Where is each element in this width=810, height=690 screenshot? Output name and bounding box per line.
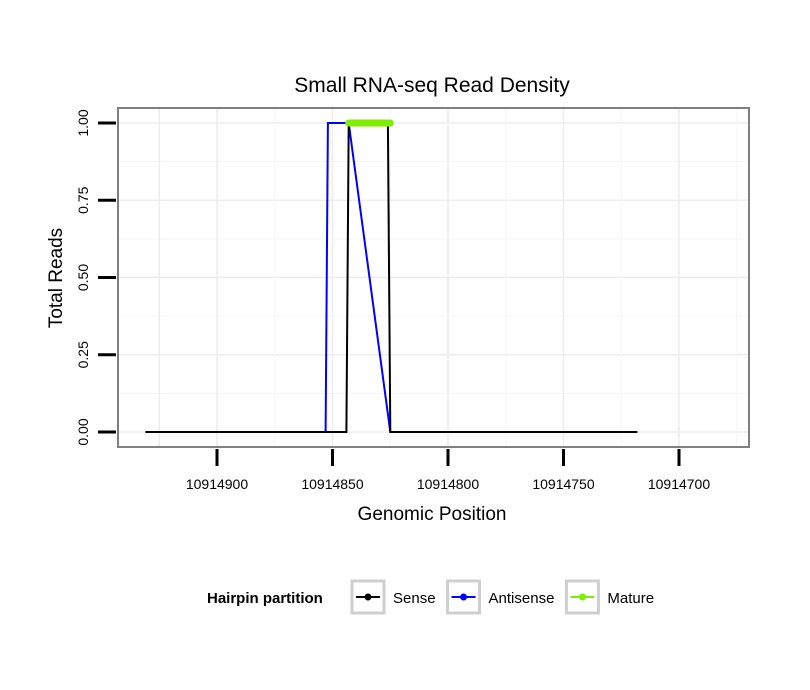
y-axis: 0.00 0.25 0.50 0.75 1.00 (75, 109, 116, 446)
y-tick-label: 0.25 (75, 341, 91, 368)
x-tick-label: 10914800 (417, 476, 480, 492)
y-tick-label: 0.00 (75, 418, 91, 445)
x-tick-label: 10914850 (301, 476, 364, 492)
x-tick-label: 10914750 (532, 476, 595, 492)
gridlines (118, 108, 749, 447)
chart-title: Small RNA-seq Read Density (294, 74, 570, 97)
series-antisense-line (324, 122, 392, 433)
legend-label-mature: Mature (607, 590, 654, 607)
plot-panel (117, 107, 750, 448)
legend-key-point (460, 593, 468, 601)
x-axis: 10914900 10914850 10914800 10914750 10914700 (186, 449, 711, 492)
x-tick-label: 10914700 (648, 476, 711, 492)
y-axis-label: Total Reads (46, 228, 67, 328)
x-tick-label: 10914900 (186, 476, 249, 492)
y-tick-label: 0.75 (75, 186, 91, 213)
y-tick-label: 1.00 (75, 109, 91, 136)
legend-label-sense: Sense (393, 590, 436, 607)
legend-key-point (364, 593, 372, 601)
legend-label-antisense: Antisense (489, 590, 555, 607)
legend: Hairpin partition Sense Antisense Mature (207, 579, 654, 615)
legend-title: Hairpin partition (207, 590, 323, 607)
legend-key-point (578, 593, 586, 601)
y-tick-label: 0.50 (75, 264, 91, 291)
series-layer (145, 119, 638, 433)
x-axis-label: Genomic Position (358, 504, 507, 525)
